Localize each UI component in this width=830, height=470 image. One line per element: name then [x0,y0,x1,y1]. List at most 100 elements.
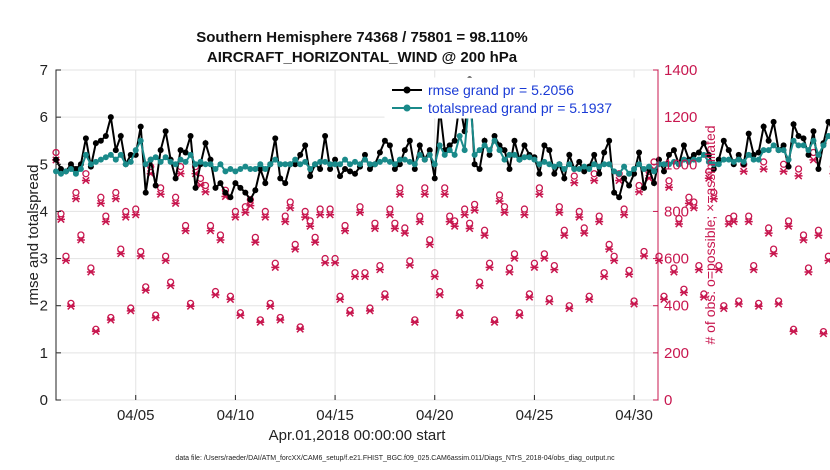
obs-assimilated-point [266,302,275,310]
totalspread-point [820,142,827,149]
obs-possible-point [500,203,509,211]
totalspread-point [122,161,129,168]
rmse-point [695,149,702,156]
obs-possible-point [655,252,663,260]
totalspread-point [461,147,468,154]
obs-assimilated-point [166,281,175,290]
totalspread-point [431,161,438,168]
rmse-point [655,156,662,163]
obs-assimilated-point [510,254,519,262]
obs-assimilated-point [455,311,464,320]
rmse-point [651,180,658,187]
totalspread-point [651,168,658,175]
totalspread-point [790,137,797,144]
rmse-point [406,137,413,144]
totalspread-point [715,161,722,168]
obs-assimilated-point [480,231,489,240]
obs-possible-point [495,191,504,199]
rmse-point [102,133,109,139]
chart-subtitle: AIRCRAFT_HORIZONTAL_WIND @ 200 hPa [207,49,518,66]
totalspread-point [506,151,513,158]
obs-possible-point [570,172,578,180]
obs-assimilated-point [799,236,808,244]
obs-assimilated-point [749,265,758,274]
rmse-point [391,166,398,172]
obs-possible-point [326,205,334,213]
obs-assimilated-point [91,327,100,336]
obs-possible-point [441,184,449,192]
obs-possible-point [560,226,568,234]
obs-assimilated-point [186,302,195,310]
totalspread-point [272,156,279,163]
rmse-point [641,184,648,191]
totalspread-point [780,147,787,154]
obs-assimilated-point [550,265,559,274]
rmse-point [636,149,643,156]
obs-possible-point [759,158,768,166]
obs-possible-point [316,205,324,213]
obs-assimilated-point [824,256,830,265]
obs-possible-point [705,167,713,176]
totalspread-point [162,154,169,161]
totalspread-point [212,166,219,172]
obs-possible-point [261,207,269,216]
y-axis-label: rmse and totalspread [25,165,42,306]
totalspread-point [232,168,239,175]
totalspread-point [352,158,359,165]
rmse-point [302,142,309,149]
rmse-point [700,140,707,147]
totalspread-point [112,156,119,163]
totalspread-point [670,158,677,165]
totalspread-point [107,151,114,158]
obs-assimilated-point [789,327,798,336]
rmse-point [152,182,159,189]
obs-possible-point [52,148,60,157]
obs-possible-point [306,217,314,225]
rmse-point [501,147,508,154]
obs-possible-point [745,212,753,220]
rmse-point [665,151,672,158]
obs-assimilated-point [575,213,584,221]
totalspread-point [197,158,204,165]
y-tick-label: 3 [40,251,48,268]
obs-assimilated-point [605,245,614,253]
obs-possible-point [371,219,379,227]
totalspread-point [282,161,289,168]
totalspread-point [406,158,413,165]
obs-possible-point [62,252,70,260]
rmse-point [446,142,453,149]
obs-assimilated-point [231,213,240,221]
obs-assimilated-point [141,286,150,294]
totalspread-point [307,166,314,172]
y2-axis-label: # of obs: o=possible; ×=assimilated [702,125,718,344]
rmse-point [82,135,89,142]
obs-possible-point [779,160,788,168]
totalspread-point [546,161,553,168]
obs-assimilated-point [390,224,399,233]
obs-assimilated-point [635,188,644,196]
obs-assimilated-point [116,249,125,258]
obs-possible-point [510,250,519,258]
obs-assimilated-point [744,217,753,226]
obs-assimilated-point [784,222,793,230]
rmse-point [257,166,264,172]
rmse-point [182,149,189,156]
obs-assimilated-point [774,300,783,308]
obs-assimilated-point [206,227,215,235]
obs-assimilated-point [111,195,120,203]
obs-possible-point [470,200,479,209]
rmse-point [381,137,388,144]
obs-possible-point [535,184,544,192]
obs-possible-point [281,212,289,220]
y-tick-label: 5 [40,156,48,173]
totalspread-point [735,156,742,163]
rmse-point [187,133,194,139]
totalspread-point [770,142,777,149]
obs-assimilated-point [595,217,604,226]
rmse-point [262,180,269,187]
obs-assimilated-point [271,263,280,272]
obs-possible-point [386,205,394,213]
rmse-point [376,149,383,156]
rmse-point [92,140,99,147]
rmse-point [361,151,368,158]
